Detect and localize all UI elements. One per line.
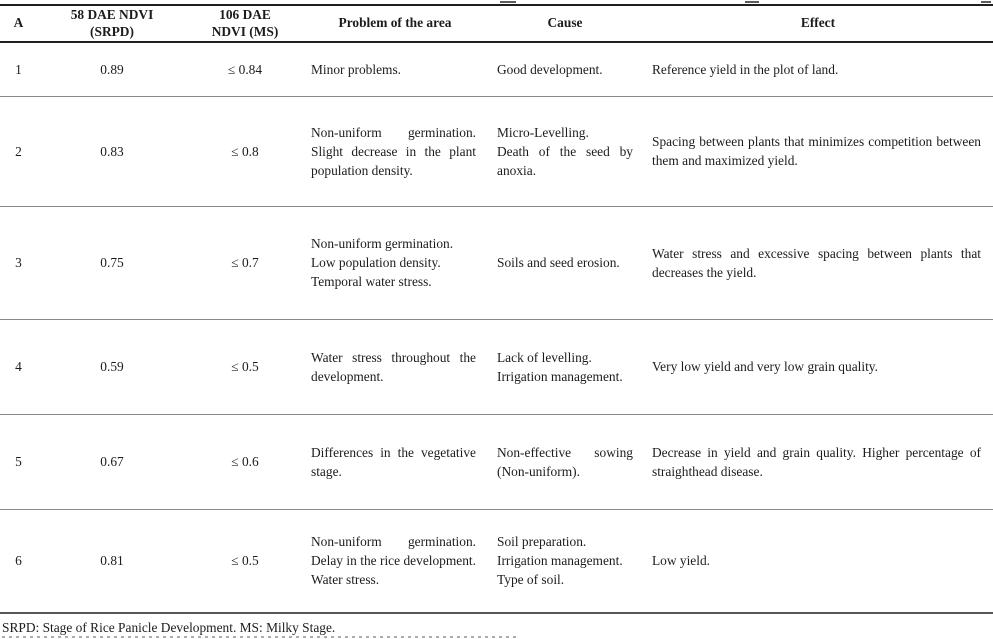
cell-effect: Water stress and excessive spacing betwe… xyxy=(643,206,993,319)
cropped-text-mark xyxy=(981,1,991,3)
cell-ndvi-58: 0.83 xyxy=(100,143,124,159)
cell-ndvi-106: ≤ 0.7 xyxy=(231,255,259,270)
cell-paragraph: Irrigation management. xyxy=(497,368,623,384)
header-row: A 58 DAE NDVI (SRPD) 106 DAE NDVI (MS) P… xyxy=(0,5,993,43)
table-header: A 58 DAE NDVI (SRPD) 106 DAE NDVI (MS) P… xyxy=(0,5,993,43)
cell-problem: Differences in the vegetative stage. xyxy=(303,414,487,509)
cell-paragraph: Temporal water stress. xyxy=(311,274,432,289)
cropped-next-line-artifact xyxy=(2,636,520,638)
col-header-ndvi-58: 58 DAE NDVI (SRPD) xyxy=(37,5,187,43)
cell-ndvi-106: ≤ 0.5 xyxy=(231,359,259,374)
cell-paragraph: Very low yield and very low grain qualit… xyxy=(652,359,878,374)
cell-cause: Micro-Levelling. Death of the seed by ano… xyxy=(487,96,643,206)
cell-paragraph: Irrigation management. xyxy=(497,553,623,569)
cell-ndvi-106: ≤ 0.6 xyxy=(231,454,259,469)
cell-paragraph: Soils and seed erosion. xyxy=(497,255,620,270)
col-header-a: A xyxy=(0,5,37,43)
cell-paragraph: Death of the seed by anoxia. xyxy=(497,143,633,178)
cell-paragraph: Low yield. xyxy=(652,553,711,569)
cell-area-id: 5 xyxy=(15,454,22,469)
cell-cause: Lack of levelling. Irrigation management. xyxy=(487,319,643,414)
cropped-text-mark xyxy=(745,1,759,3)
cell-paragraph: Type of soil. xyxy=(497,572,565,588)
cell-area-id: 6 xyxy=(15,553,22,569)
cell-paragraph: Good development. xyxy=(497,61,603,77)
cell-problem: Non-uniform germination. Slight decrease… xyxy=(303,96,487,206)
cell-paragraph: Spacing between plants that minimizes co… xyxy=(652,134,981,168)
table-body: 1 0.89 ≤ 0.84 Minor problems. Good developme… xyxy=(0,42,993,613)
cell-problem: Minor problems. xyxy=(303,42,487,96)
cell-paragraph: Non-uniform germination. Slight decrease… xyxy=(311,124,476,178)
table-row: 4 0.59 ≤ 0.5 Water stress throughout the de… xyxy=(0,319,993,414)
cell-paragraph: Water stress throughout the development. xyxy=(311,349,476,384)
cell-effect: Decrease in yield and grain quality. Hig… xyxy=(643,414,993,509)
table-row: 2 0.83 ≤ 0.8 Non-uniform germination. Sligh… xyxy=(0,96,993,206)
cell-area-id: 3 xyxy=(15,255,22,270)
table-row: 5 0.67 ≤ 0.6 Differences in the vegetative … xyxy=(0,414,993,509)
cell-paragraph: Non-uniform germination. xyxy=(311,236,454,251)
cropped-text-mark xyxy=(500,1,516,3)
cell-paragraph: Non-effective sowing (Non-uniform). xyxy=(497,444,633,479)
cell-ndvi-58: 0.81 xyxy=(100,553,124,569)
cell-cause: Soil preparation. Irrigation management. T… xyxy=(487,509,643,613)
cell-effect: Reference yield in the plot of land. xyxy=(643,42,993,96)
cell-cause: Soils and seed erosion. xyxy=(487,206,643,319)
cell-paragraph: Low population density. xyxy=(311,255,441,270)
cell-paragraph: Non-uniform germination. Delay in the ri… xyxy=(311,534,476,588)
cell-ndvi-58: 0.89 xyxy=(100,61,124,77)
cell-problem: Non-uniform germination. Low population d… xyxy=(303,206,487,319)
cropped-caption-artifact xyxy=(0,0,993,4)
cell-paragraph: Micro-Levelling. xyxy=(497,124,589,140)
col-header-effect: Effect xyxy=(643,5,993,43)
table-footnote: SRPD: Stage of Rice Panicle Development.… xyxy=(2,620,336,635)
cell-paragraph: Reference yield in the plot of land. xyxy=(652,61,839,77)
cell-effect: Spacing between plants that minimizes co… xyxy=(643,96,993,206)
cell-ndvi-58: 0.75 xyxy=(100,255,124,270)
cell-ndvi-106: ≤ 0.8 xyxy=(231,143,259,159)
ndvi-problem-cause-effect-table: A 58 DAE NDVI (SRPD) 106 DAE NDVI (MS) P… xyxy=(0,4,993,614)
cell-paragraph: Minor problems. xyxy=(311,61,402,77)
cell-problem: Water stress throughout the development. xyxy=(303,319,487,414)
cell-effect: Very low yield and very low grain qualit… xyxy=(643,319,993,414)
cell-paragraph: Decrease in yield and grain quality. Hig… xyxy=(652,444,981,479)
table-row: 6 0.81 ≤ 0.5 Non-uniform germination. Delay… xyxy=(0,509,993,613)
col-header-cause: Cause xyxy=(487,5,643,43)
table-row: 1 0.89 ≤ 0.84 Minor problems. Good developme… xyxy=(0,42,993,96)
cell-ndvi-58: 0.67 xyxy=(100,454,124,469)
cell-cause: Non-effective sowing (Non-uniform). xyxy=(487,414,643,509)
cell-area-id: 2 xyxy=(15,143,22,159)
cell-problem: Non-uniform germination. Delay in the ri… xyxy=(303,509,487,613)
col-header-ndvi-106: 106 DAE NDVI (MS) xyxy=(187,5,303,43)
table-row: 3 0.75 ≤ 0.7 Non-uniform germination. Low po… xyxy=(0,206,993,319)
col-header-problem: Problem of the area xyxy=(303,5,487,43)
cell-cause: Good development. xyxy=(487,42,643,96)
cell-ndvi-58: 0.59 xyxy=(100,359,124,374)
cell-ndvi-106: ≤ 0.5 xyxy=(231,553,259,569)
cell-effect: Low yield. xyxy=(643,509,993,613)
cell-paragraph: Lack of levelling. xyxy=(497,349,592,365)
cell-ndvi-106: ≤ 0.84 xyxy=(227,61,263,77)
cell-paragraph: Differences in the vegetative stage. xyxy=(311,444,476,479)
cell-paragraph: Water stress and excessive spacing betwe… xyxy=(652,245,981,280)
cell-paragraph: Soil preparation. xyxy=(497,534,587,550)
cell-area-id: 1 xyxy=(15,61,22,77)
cell-area-id: 4 xyxy=(15,359,22,374)
